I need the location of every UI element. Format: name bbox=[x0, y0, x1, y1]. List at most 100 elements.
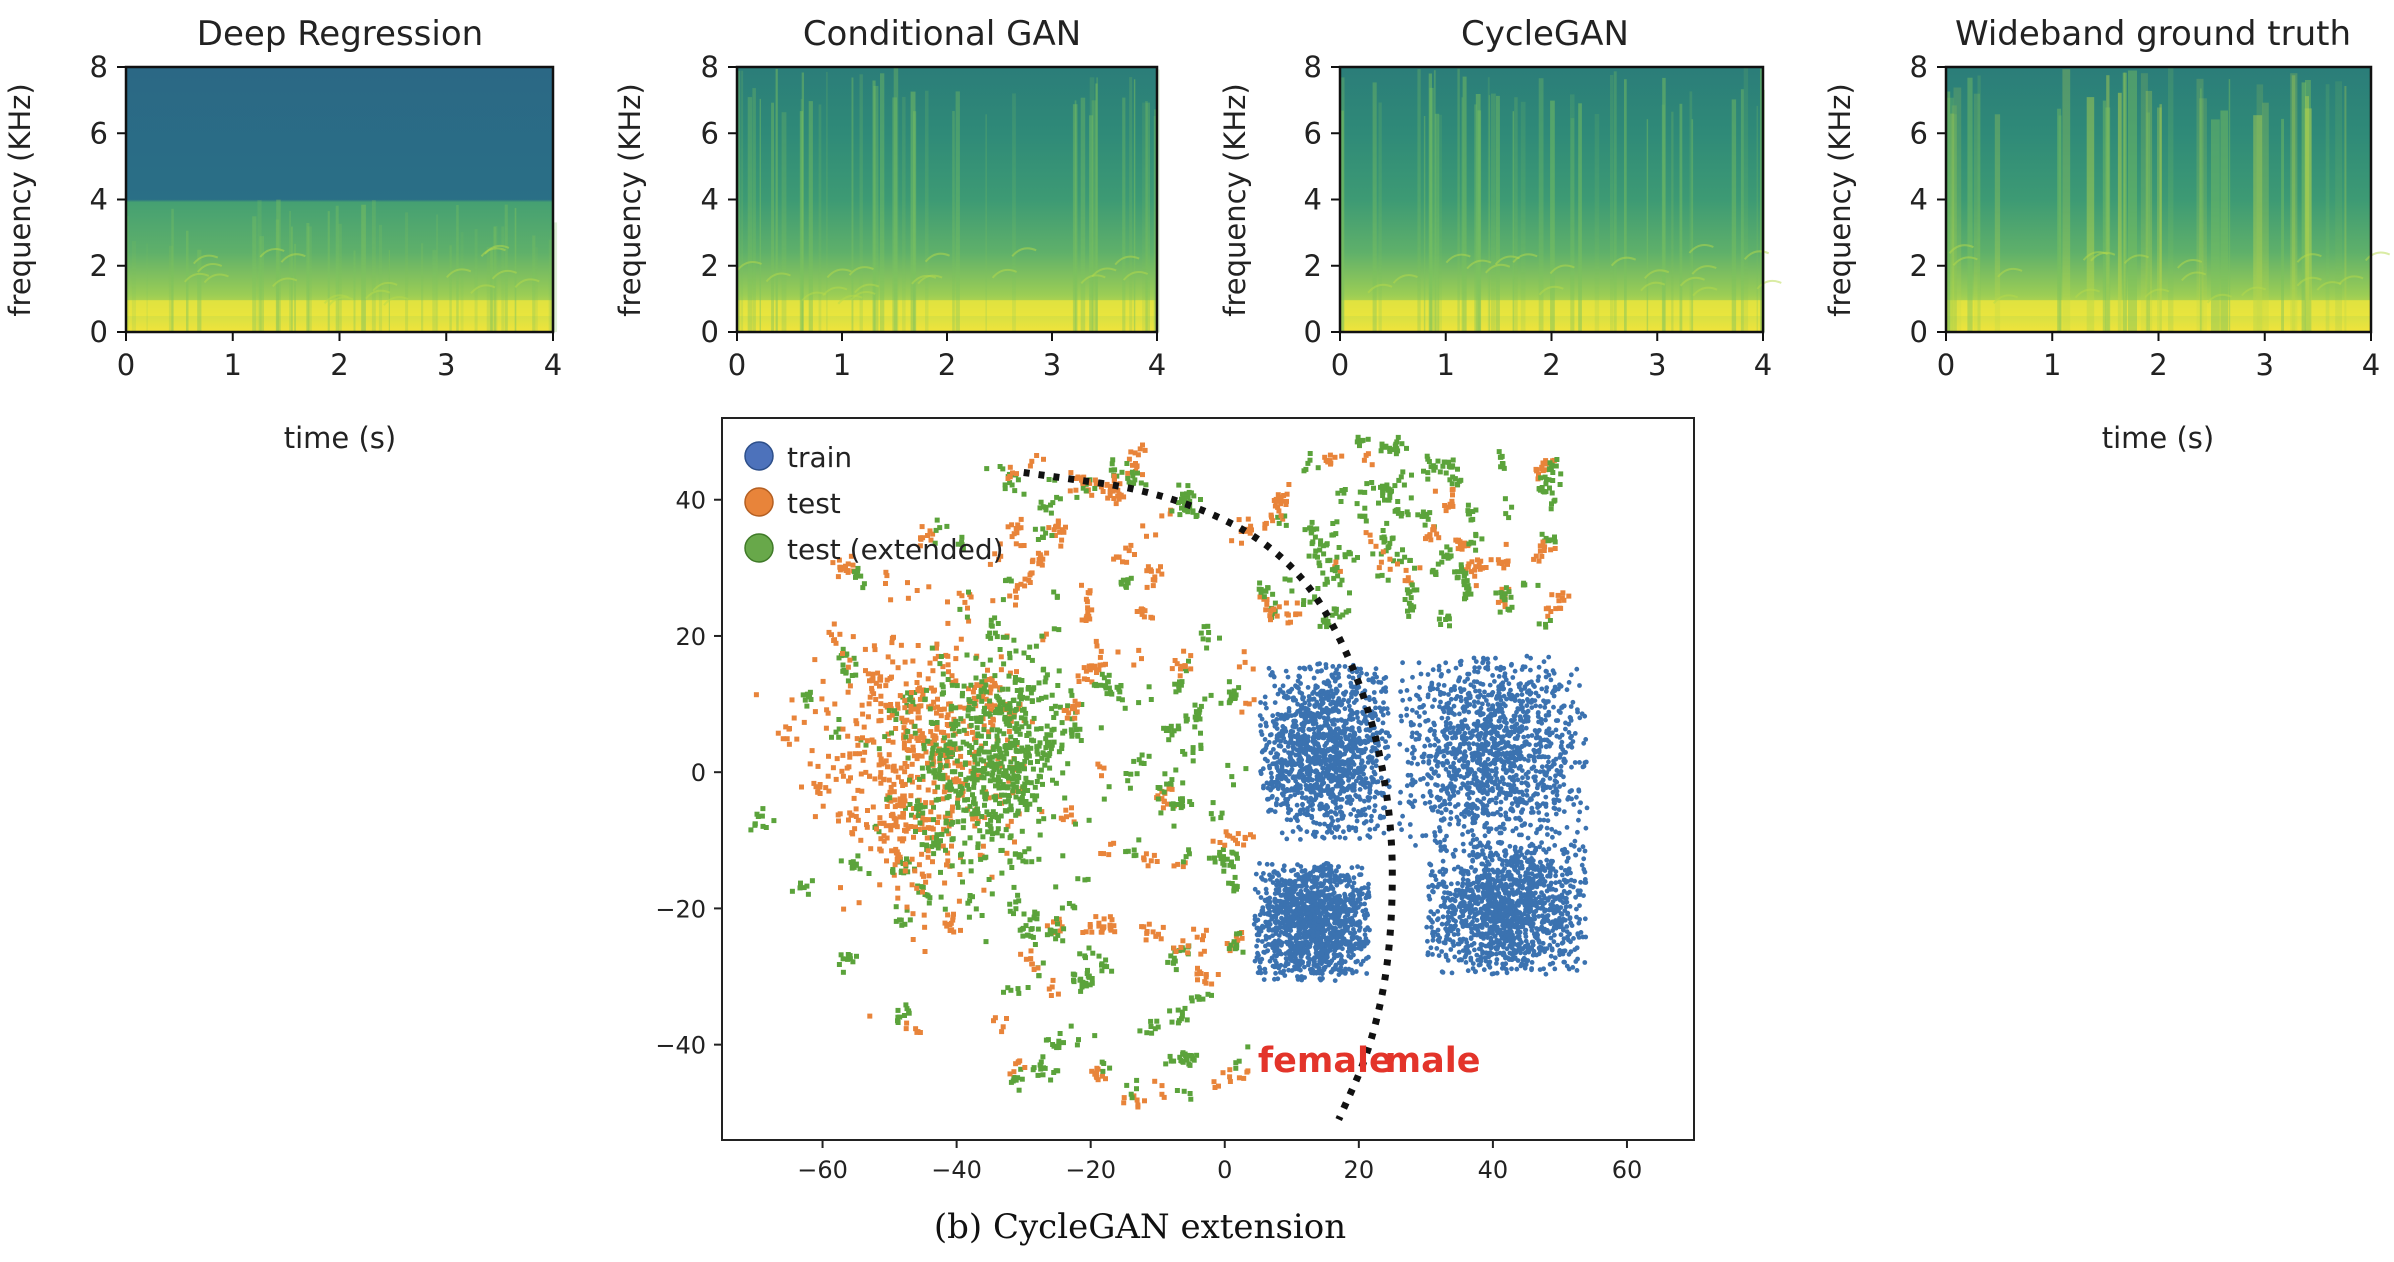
scatter-point bbox=[1130, 462, 1135, 468]
scatter-point bbox=[968, 682, 974, 688]
scatter-point bbox=[955, 721, 961, 727]
scatter-point bbox=[934, 835, 939, 841]
scatter-point bbox=[801, 885, 807, 891]
scatter-point bbox=[1328, 757, 1334, 762]
scatter-point bbox=[1014, 530, 1020, 536]
scatter-point bbox=[1008, 987, 1014, 993]
scatter-point bbox=[1136, 837, 1142, 843]
scatter-point bbox=[1006, 793, 1012, 799]
scatter-point bbox=[1262, 701, 1268, 707]
scatter-point bbox=[893, 717, 899, 722]
scatter-point bbox=[1549, 462, 1555, 468]
spectrogram-striation bbox=[456, 205, 459, 332]
spectrogram-striation bbox=[1461, 97, 1464, 332]
scatter-point bbox=[813, 784, 819, 790]
scatter-point bbox=[924, 835, 930, 841]
scatter-point bbox=[1182, 1005, 1188, 1011]
scatter-point bbox=[958, 927, 963, 933]
scatter-point bbox=[1181, 648, 1187, 654]
scatter-point bbox=[1399, 441, 1405, 447]
scatter-point bbox=[1042, 762, 1048, 768]
scatter-point bbox=[1291, 695, 1297, 701]
scatter-point bbox=[898, 801, 904, 807]
scatter-point bbox=[917, 543, 923, 549]
scatter-point bbox=[1034, 916, 1040, 922]
scatter-point bbox=[1376, 679, 1381, 685]
scatter-point bbox=[1323, 542, 1329, 548]
scatter-point bbox=[877, 676, 883, 682]
scatter-point bbox=[1547, 485, 1552, 491]
scatter-point bbox=[855, 568, 861, 574]
scatter-point bbox=[933, 527, 939, 533]
scatter-point bbox=[1097, 682, 1103, 688]
scatter-point bbox=[1257, 861, 1262, 866]
scatter-point bbox=[968, 722, 974, 728]
scatter-point bbox=[1503, 541, 1509, 547]
scatter-point bbox=[1241, 649, 1247, 655]
scatter-point bbox=[1000, 597, 1006, 603]
spectrogram-striation bbox=[2157, 107, 2162, 332]
scatter-point bbox=[928, 537, 934, 543]
scatter-point bbox=[946, 793, 952, 799]
scatter-point bbox=[1301, 720, 1307, 725]
scatter-point bbox=[1245, 1044, 1251, 1050]
scatter-point bbox=[1349, 709, 1355, 715]
scatter-point bbox=[846, 817, 851, 823]
scatter-point bbox=[931, 780, 937, 786]
scatter-point bbox=[1004, 1016, 1009, 1021]
scatter-point bbox=[1400, 547, 1405, 553]
scatter-point bbox=[1173, 967, 1179, 973]
spectrogram-striation bbox=[955, 91, 960, 333]
scatter-point bbox=[1361, 820, 1367, 826]
scatter-point bbox=[854, 721, 860, 727]
scatter-point bbox=[1150, 929, 1156, 935]
scatter-point bbox=[1226, 880, 1232, 886]
scatter-point bbox=[1409, 472, 1414, 478]
scatter-point bbox=[1188, 653, 1194, 659]
scatter-point bbox=[1040, 1054, 1046, 1060]
spectrogram-striation bbox=[1142, 102, 1147, 332]
scatter-point bbox=[908, 734, 914, 740]
spectrogram-striation bbox=[501, 226, 505, 332]
scatter-point bbox=[1425, 476, 1431, 482]
scatter-point bbox=[1006, 673, 1012, 679]
scatter-point bbox=[1169, 732, 1175, 738]
scatter-point bbox=[1259, 716, 1265, 722]
scatter-point bbox=[851, 795, 857, 801]
x-tick-label: 2 bbox=[1542, 348, 1560, 382]
scatter-point bbox=[988, 720, 994, 725]
scatter-point bbox=[1048, 510, 1054, 516]
spectrogram-striation bbox=[1145, 101, 1148, 332]
scatter-point bbox=[999, 833, 1005, 839]
scatter-point bbox=[1323, 662, 1329, 667]
scatter-point bbox=[1016, 854, 1022, 860]
scatter-point bbox=[1284, 817, 1290, 822]
scatter-point bbox=[1315, 743, 1321, 748]
scatter-point bbox=[873, 697, 879, 702]
spectrogram-striation bbox=[1122, 97, 1126, 332]
scatter-point bbox=[1227, 1067, 1233, 1073]
scatter-point bbox=[914, 1029, 920, 1035]
scatter-point bbox=[901, 803, 907, 808]
scatter-point bbox=[1324, 576, 1330, 582]
scatter-point bbox=[1063, 708, 1069, 713]
scatter-point bbox=[789, 888, 795, 894]
scatter-point bbox=[1555, 592, 1561, 598]
scatter-point bbox=[847, 953, 853, 959]
scatter-point bbox=[1178, 805, 1184, 811]
scatter-point bbox=[1022, 583, 1028, 589]
scatter-point bbox=[1266, 665, 1272, 671]
spectrogram-striation bbox=[1133, 79, 1136, 332]
scatter-point bbox=[884, 704, 890, 710]
scatter-point bbox=[1290, 829, 1296, 834]
scatter-point bbox=[1258, 589, 1264, 595]
scatter-point bbox=[1317, 748, 1323, 753]
scatter-point bbox=[1272, 600, 1278, 606]
scatter-point bbox=[1267, 732, 1273, 738]
scatter-point bbox=[1274, 613, 1280, 619]
scatter-point bbox=[877, 846, 883, 852]
scatter-point bbox=[886, 752, 892, 758]
scatter-point bbox=[863, 769, 869, 775]
scatter-point bbox=[911, 753, 917, 759]
